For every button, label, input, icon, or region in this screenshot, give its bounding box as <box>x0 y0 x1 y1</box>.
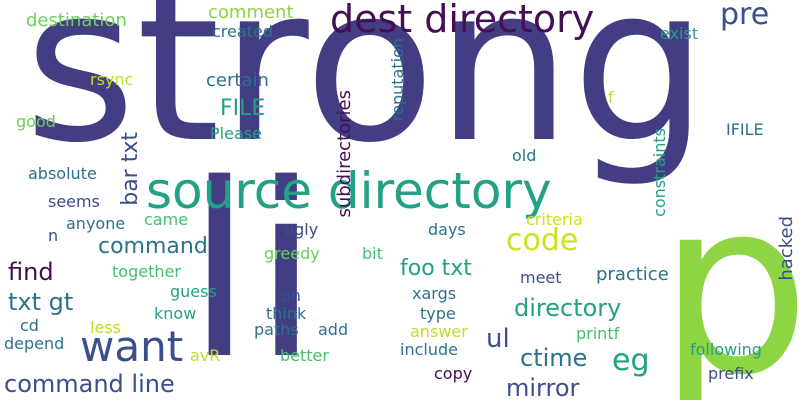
word-command: command <box>98 234 208 259</box>
word-find: find <box>8 258 54 286</box>
word-days: days <box>428 220 466 239</box>
word-following: following <box>690 340 762 359</box>
word-constraints: constraints <box>650 128 669 217</box>
word-f: f <box>608 88 614 107</box>
word-ifile: IFILE <box>726 120 764 139</box>
word-ugly: ugly <box>284 220 319 239</box>
word-criteria: criteria <box>526 210 583 229</box>
word-directory: directory <box>514 294 622 322</box>
word-practice: practice <box>596 264 669 285</box>
word-strong: strong <box>24 0 709 190</box>
word-better: better <box>280 346 329 365</box>
word-foo-txt: foo txt <box>400 256 472 281</box>
word-good: good <box>16 112 56 131</box>
word-prefix: prefix <box>708 364 754 383</box>
word-meet: meet <box>520 268 562 287</box>
word-ctime: ctime <box>520 344 588 372</box>
word-please: Please <box>210 124 262 143</box>
word-comment: comment <box>208 2 294 23</box>
word-dest-directory: dest directory <box>330 0 595 41</box>
word-mirror: mirror <box>506 374 580 400</box>
word-old: old <box>512 146 537 165</box>
word-destination: destination <box>26 10 127 31</box>
word-greedy: greedy <box>264 244 320 263</box>
word-li: li <box>186 132 320 400</box>
word-together: together <box>112 262 181 281</box>
word-type: type <box>420 304 456 323</box>
word-subdirectories: subdirectories <box>334 90 355 218</box>
word-less: less <box>90 318 121 337</box>
word-anyone: anyone <box>66 214 126 233</box>
word-certain: certain <box>206 70 269 91</box>
word-reputation: reputation <box>388 38 407 122</box>
word-hacked: hacked <box>776 216 797 281</box>
word-source-directory: source directory <box>146 162 552 220</box>
word-include: include <box>400 340 458 359</box>
word-xargs: xargs <box>412 284 457 303</box>
word-depend: depend <box>4 334 65 353</box>
word-cd: cd <box>20 316 39 335</box>
word-pre: pre <box>720 0 770 32</box>
word-seems: seems <box>48 192 100 211</box>
word-copy: copy <box>434 364 473 383</box>
word-n: n <box>48 226 59 245</box>
word-ul: ul <box>486 324 510 354</box>
word-txt-gt: txt gt <box>8 288 74 316</box>
word-answer: answer <box>410 322 468 341</box>
word-paths: paths <box>254 320 299 339</box>
word-know: know <box>154 304 197 323</box>
word-want: want <box>80 322 184 371</box>
word-printf: printf <box>576 324 620 343</box>
word-add: add <box>318 320 349 339</box>
word-eg: eg <box>612 343 650 378</box>
word-exist: exist <box>660 24 699 43</box>
word-think: think <box>266 304 307 323</box>
word-code: code <box>506 223 579 258</box>
word-avr: avR <box>190 346 221 365</box>
word-file: FILE <box>220 96 266 121</box>
word-guess: guess <box>170 282 217 301</box>
word-absolute: absolute <box>28 164 97 183</box>
word-run: run <box>274 286 301 305</box>
word-rsync: rsync <box>90 70 134 89</box>
word-created: created <box>212 22 273 41</box>
word-p: p <box>658 148 800 400</box>
word-command-line: command line <box>4 370 175 398</box>
word-bit: bit <box>362 244 383 263</box>
word-bar-txt: bar txt <box>118 132 143 206</box>
word-came: came <box>144 210 189 229</box>
